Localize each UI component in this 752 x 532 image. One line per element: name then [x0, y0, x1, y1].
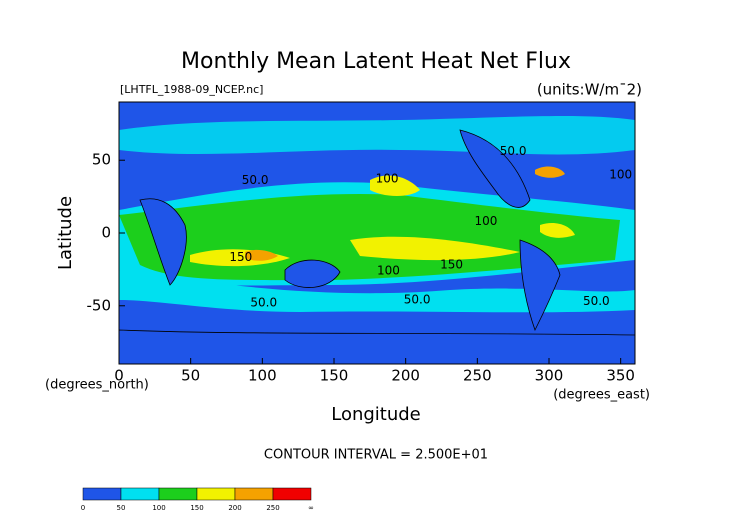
- y-tick-label: 50: [92, 151, 111, 169]
- y-tick-label: -50: [87, 296, 112, 314]
- y-axis-label: Latitude: [55, 196, 76, 270]
- colorbar-segment: [196, 487, 236, 501]
- contour-label: 100: [474, 214, 497, 228]
- land: [139, 198, 187, 286]
- contour-label: 150: [440, 258, 463, 272]
- source-label: [LHTFL_1988-09_NCEP.nc]: [120, 83, 263, 96]
- x-tick-label: 350: [606, 367, 635, 385]
- colorbar-label: 0: [81, 504, 85, 512]
- contour-label: 150: [229, 250, 252, 264]
- chart-title: Monthly Mean Latent Heat Net Flux: [181, 49, 571, 74]
- land: [519, 239, 561, 332]
- land: [119, 329, 635, 364]
- contour-label: 100: [377, 263, 400, 277]
- x-tick-label: 100: [248, 367, 277, 385]
- units-label: (units:W/m¯2): [537, 81, 642, 99]
- contour-label: 50.0: [250, 295, 277, 309]
- footer: CONTOUR INTERVAL = 2.500E+01: [264, 448, 488, 463]
- field-region: [370, 175, 420, 196]
- colorbar-label: 50: [117, 504, 126, 512]
- colorbar-label: 200: [228, 504, 241, 512]
- contour-label: 50.0: [500, 144, 527, 158]
- field-region: [119, 115, 635, 155]
- x-tick-label: 150: [320, 367, 349, 385]
- x-tick-label: 250: [463, 367, 492, 385]
- contour-field: [119, 102, 635, 364]
- x-tick-label: 300: [535, 367, 564, 385]
- colorbar-segment: [120, 487, 160, 501]
- colorbar-label: ∞: [308, 504, 314, 512]
- land: [284, 259, 341, 288]
- colorbar-label: 250: [266, 504, 279, 512]
- x-tick-label: 0: [114, 367, 124, 385]
- y-unit-label: (degrees_north): [45, 378, 149, 393]
- x-tick-label: 200: [391, 367, 420, 385]
- x-unit-label: (degrees_east): [553, 388, 650, 403]
- field-region: [245, 249, 278, 261]
- x-axis-label: Longitude: [331, 404, 421, 425]
- contour-label: 50.0: [583, 294, 610, 308]
- contour-label: 100: [609, 167, 632, 181]
- field-region: [540, 223, 575, 238]
- field-region: [535, 166, 565, 178]
- contour-label: 50.0: [404, 292, 431, 306]
- field-region: [350, 236, 520, 261]
- colorbar-segment: [158, 487, 198, 501]
- x-tick-label: 50: [181, 367, 200, 385]
- contour-label: 100: [376, 172, 399, 186]
- colorbar-label: 100: [152, 504, 165, 512]
- colorbar-label: 150: [190, 504, 203, 512]
- colorbar-segment: [272, 487, 312, 501]
- field-region: [119, 270, 635, 313]
- y-tick-label: 0: [101, 224, 111, 242]
- contour-label: 50.0: [242, 173, 269, 187]
- colorbar-segment: [82, 487, 122, 501]
- colorbar-segment: [234, 487, 274, 501]
- land: [459, 129, 531, 208]
